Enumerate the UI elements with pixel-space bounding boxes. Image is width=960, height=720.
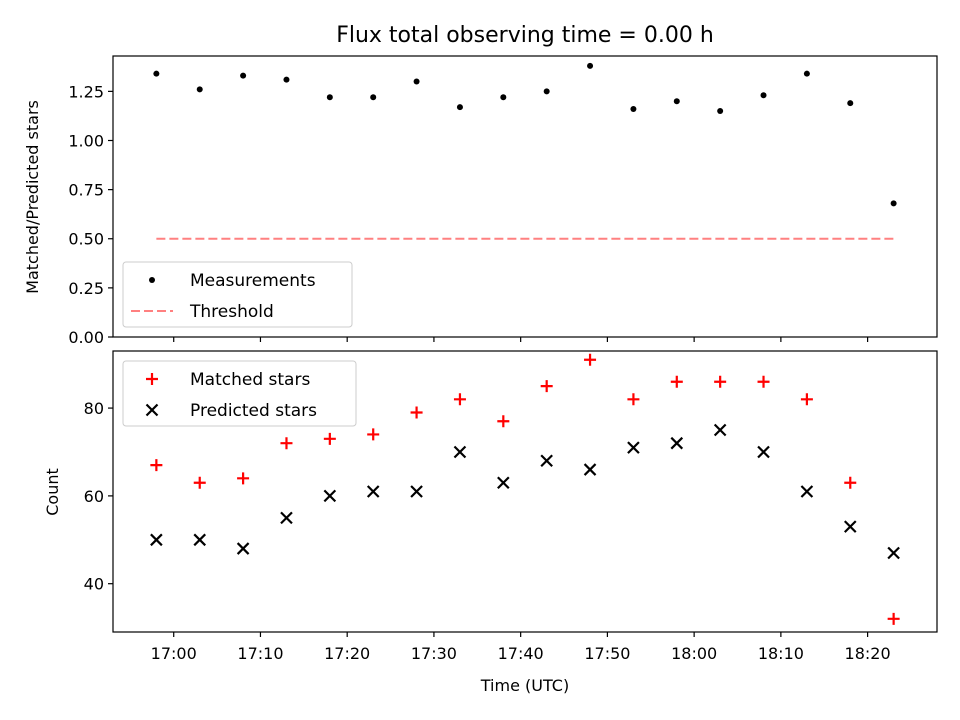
x-tick-label: 17:30	[411, 644, 457, 663]
measurement-point	[890, 200, 897, 207]
x-tick-label: 18:20	[845, 644, 891, 663]
top-legend: Measurements Threshold	[122, 261, 353, 328]
measurement-point	[673, 98, 680, 105]
measurement-point	[717, 108, 724, 115]
measurement-point	[283, 76, 290, 83]
x-tick-label: 17:00	[151, 644, 197, 663]
legend-label: Threshold	[189, 302, 274, 322]
matched-stars-point	[540, 380, 553, 393]
measurement-point	[413, 78, 420, 85]
top-y-tick-label: 1.25	[68, 82, 104, 101]
measurement-point	[760, 92, 767, 99]
predicted-stars-point	[843, 520, 857, 533]
matched-stars-point	[844, 476, 857, 489]
x-tick-label: 17:40	[498, 644, 544, 663]
predicted-stars-point	[453, 445, 467, 459]
bottom-legend-box	[122, 360, 357, 427]
top-y-axis-label: Matched/Predicted stars	[23, 100, 42, 294]
measurement-point	[847, 100, 854, 107]
top-plot-frame	[112, 55, 938, 338]
x-axis-label: Time (UTC)	[480, 676, 569, 695]
matched-stars-point	[497, 415, 510, 428]
top-y-tick-label: 1.00	[68, 131, 104, 150]
matched-stars-point	[800, 393, 813, 406]
predicted-stars-point	[497, 476, 510, 489]
matched-stars-point	[714, 375, 727, 388]
measurement-point	[803, 70, 810, 77]
measurement-point	[240, 72, 247, 79]
measurement-point	[587, 62, 594, 69]
measurement-point	[370, 94, 377, 101]
predicted-stars-point	[280, 511, 293, 525]
predicted-stars-point	[800, 485, 814, 498]
legend-swatch-predicted	[145, 403, 159, 417]
predicted-stars-point	[323, 489, 337, 503]
legend-swatch-measurements	[149, 277, 155, 283]
predicted-stars-point	[150, 533, 163, 547]
bottom-plot-frame	[112, 350, 938, 633]
predicted-stars-point	[757, 445, 770, 459]
matched-stars-point	[367, 428, 380, 441]
count-panel: 40 60 80 17:00 17:10 17:20 17:30 17:40 17:50 18:0…	[84, 350, 938, 663]
x-tick-label: 18:10	[758, 644, 804, 663]
matched-stars-point	[410, 406, 423, 419]
bottom-y-tick-label: 60	[84, 487, 104, 506]
bottom-legend: Matched stars Predicted stars	[122, 360, 357, 427]
matched-stars-point	[150, 459, 163, 472]
matched-stars-point	[627, 393, 640, 406]
top-legend-box	[122, 261, 353, 328]
matched-stars-point	[280, 437, 293, 450]
measurement-point	[153, 70, 160, 77]
top-y-tick-label: 0.25	[68, 279, 104, 298]
measurement-point	[543, 88, 550, 95]
predicted-stars-point	[887, 546, 900, 560]
x-tick-label: 17:50	[584, 644, 630, 663]
predicted-stars-point	[627, 441, 640, 454]
legend-label: Matched stars	[190, 370, 310, 390]
matched-stars-point	[193, 476, 206, 489]
matched-stars-point	[453, 393, 466, 406]
x-tick-label: 17:10	[237, 644, 283, 663]
predicted-stars-point	[713, 423, 727, 437]
top-y-tick-label: 0.00	[68, 328, 104, 347]
matched-stars-point	[584, 353, 597, 366]
matched-stars-point	[670, 375, 683, 388]
measurement-point	[196, 86, 203, 93]
bottom-y-axis-label: Count	[43, 468, 62, 516]
x-tick-label: 17:20	[324, 644, 370, 663]
legend-swatch-matched	[146, 373, 158, 385]
x-tick-label: 18:00	[671, 644, 717, 663]
predicted-stars-point	[583, 463, 597, 476]
predicted-stars-point	[236, 542, 250, 555]
predicted-stars-point	[193, 533, 207, 547]
predicted-stars-point	[366, 485, 380, 498]
legend-label: Predicted stars	[190, 401, 317, 421]
matched-stars-point	[757, 375, 770, 388]
top-y-tick-label: 0.75	[68, 181, 104, 200]
predicted-stars-point	[540, 454, 553, 468]
bottom-y-tick-label: 80	[84, 399, 104, 418]
legend-label: Measurements	[190, 271, 316, 291]
matched-stars-point	[323, 432, 336, 445]
measurement-point	[500, 94, 507, 101]
measurement-point	[630, 106, 637, 113]
measurement-point	[456, 104, 463, 111]
predicted-stars-point	[670, 436, 684, 450]
top-y-tick-label: 0.50	[68, 230, 104, 249]
measurement-point	[326, 94, 333, 101]
ratio-panel: 0.00 0.25 0.50 0.75 1.00 1.25 Measurements Thre…	[68, 55, 938, 347]
predicted-stars-point	[410, 485, 423, 498]
matched-stars-point	[887, 612, 900, 625]
chart-title: Flux total observing time = 0.00 h	[336, 23, 714, 48]
matched-stars-point	[237, 472, 250, 485]
bottom-y-tick-label: 40	[84, 575, 104, 594]
